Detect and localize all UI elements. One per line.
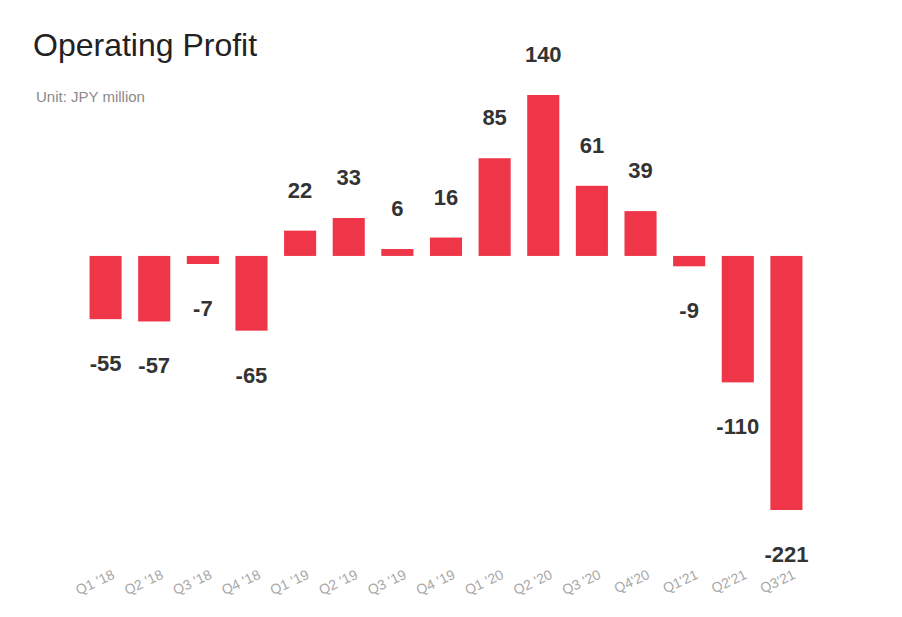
x-tick: Q4 '19	[414, 566, 458, 598]
bar	[576, 186, 608, 256]
data-label: 61	[580, 133, 604, 158]
x-tick: Q3 '19	[365, 566, 409, 598]
data-label: -65	[236, 363, 268, 388]
data-label: 140	[525, 42, 562, 67]
x-tick: Q4'20	[612, 566, 652, 596]
x-tick-label: Q3 '18	[170, 566, 214, 598]
data-label: 33	[336, 165, 360, 190]
data-labels: -55 -57 -7 -65 22 33 6 16 85 140 61 39 -9 -110 -221	[90, 42, 809, 567]
x-tick: Q1 '19	[268, 566, 312, 598]
data-label: -221	[764, 542, 808, 567]
data-label: -55	[90, 351, 122, 376]
data-label: -7	[193, 296, 213, 321]
bar	[479, 158, 511, 256]
x-tick-label: Q4'20	[612, 566, 652, 596]
x-tick: Q2'21	[709, 566, 749, 596]
bar	[333, 218, 365, 256]
x-tick: Q2 '18	[122, 566, 166, 598]
x-tick-label: Q2 '19	[316, 566, 360, 598]
x-tick: Q1 '20	[462, 566, 506, 598]
x-tick: Q2 '19	[316, 566, 360, 598]
x-tick-label: Q1 '20	[462, 566, 506, 598]
bar	[90, 256, 122, 319]
chart: Operating ProfitUnit: JPY million-55-57-…	[0, 0, 902, 617]
data-label: -110	[716, 414, 759, 439]
x-tick-label: Q3 '19	[365, 566, 409, 598]
data-label: 16	[434, 185, 458, 210]
bar	[430, 238, 462, 256]
x-tick: Q1'21	[660, 566, 700, 596]
bar	[673, 256, 705, 266]
x-tick: Q1 '18	[73, 566, 117, 598]
x-axis: Q1 '18Q2 '18Q3 '18Q4 '18Q1 '19Q2 '19Q3 '…	[73, 566, 819, 598]
bar	[770, 256, 802, 510]
title: Operating Profit	[33, 27, 257, 63]
data-label: 22	[288, 178, 312, 203]
x-tick: Q3 '18	[170, 566, 214, 598]
x-tick: Q3'21	[757, 566, 797, 596]
bar	[527, 95, 559, 256]
bar	[187, 256, 219, 264]
bar	[235, 256, 267, 331]
data-label: -9	[679, 298, 699, 323]
x-tick-label: Q2 '18	[122, 566, 166, 598]
x-tick: Q4 '18	[219, 566, 263, 598]
bars	[90, 95, 803, 510]
data-label: 39	[628, 158, 652, 183]
x-tick-label: Q4 '18	[219, 566, 263, 598]
x-tick-label: Q3'21	[757, 566, 797, 596]
data-label: 85	[482, 105, 506, 130]
x-tick-label: Q2 '20	[511, 566, 555, 598]
x-tick: Q3 '20	[559, 566, 603, 598]
bar	[722, 256, 754, 382]
x-tick-label: Q4 '19	[414, 566, 458, 598]
x-tick-label: Q1'21	[660, 566, 700, 596]
data-label: -57	[138, 353, 170, 378]
x-tick-label: Q1 '18	[73, 566, 117, 598]
subtitle: Unit: JPY million	[36, 88, 145, 105]
bar	[138, 256, 170, 322]
x-tick-label: Q1 '19	[268, 566, 312, 598]
x-tick-label: Q2'21	[709, 566, 749, 596]
x-tick-label: Q3 '20	[559, 566, 603, 598]
bar	[381, 249, 413, 256]
bar	[624, 211, 656, 256]
bar	[284, 231, 316, 256]
data-label: 6	[391, 196, 403, 221]
x-tick: Q2 '20	[511, 566, 555, 598]
